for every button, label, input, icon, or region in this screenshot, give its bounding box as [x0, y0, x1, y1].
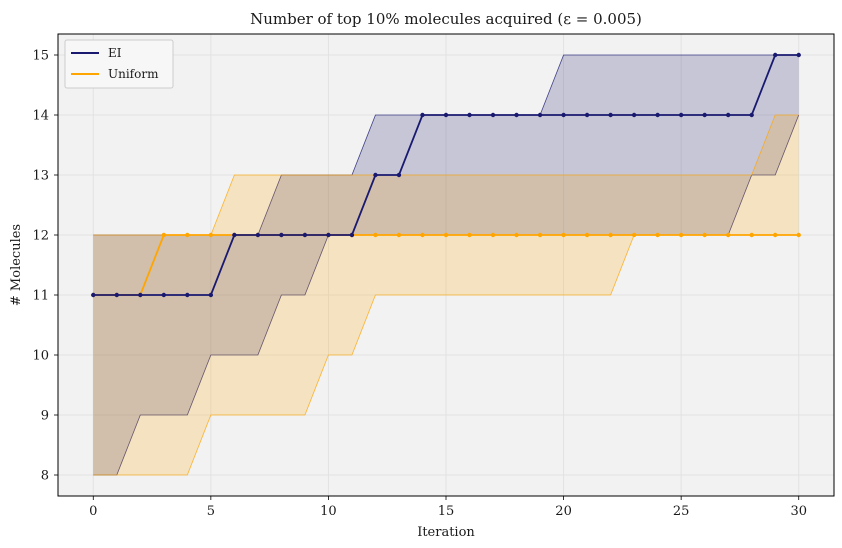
- uniform-point: [490, 232, 496, 238]
- x-tick-label: 30: [790, 504, 807, 519]
- ei-point: [326, 232, 331, 238]
- uniform-point: [420, 232, 425, 238]
- ei-point: [255, 232, 261, 238]
- y-tick-label: 8: [41, 469, 49, 484]
- y-tick-label: 11: [32, 289, 49, 304]
- legend-ei-label: EI: [108, 46, 122, 60]
- ei-point: [279, 232, 284, 238]
- ei-point: [91, 292, 96, 298]
- ei-point: [514, 112, 519, 118]
- ei-point: [561, 112, 566, 118]
- ei-point: [702, 112, 707, 118]
- uniform-point: [749, 232, 754, 238]
- uniform-point: [396, 232, 402, 238]
- x-tick-label: 5: [207, 504, 215, 519]
- ei-band: [93, 55, 799, 475]
- y-tick-label: 12: [32, 229, 49, 244]
- ei-point: [185, 292, 190, 298]
- y-tick-label: 10: [32, 349, 49, 364]
- uniform-point: [584, 232, 590, 238]
- uniform-point: [561, 232, 566, 238]
- ei-point: [467, 112, 472, 118]
- ei-point: [208, 292, 214, 298]
- uniform-point: [702, 232, 707, 238]
- ei-point: [443, 112, 449, 118]
- ei-point: [749, 112, 754, 118]
- y-axis-label: # Molecules: [9, 224, 24, 306]
- x-tick-label: 10: [320, 504, 337, 519]
- ei-point: [302, 232, 308, 238]
- uniform-point: [725, 232, 731, 238]
- x-tick-label: 15: [438, 504, 455, 519]
- ei-point: [584, 112, 590, 118]
- uniform-point: [537, 232, 543, 238]
- legend: EI Uniform: [64, 39, 174, 89]
- series-lines: [91, 52, 801, 298]
- uniform-point: [161, 232, 167, 238]
- uniform-point: [373, 232, 378, 238]
- ei-point: [537, 112, 543, 118]
- uniform-point: [678, 232, 684, 238]
- ei-point: [396, 172, 402, 178]
- uniform-point: [208, 232, 214, 238]
- y-tick-label: 9: [41, 409, 49, 424]
- uniform-point: [655, 232, 660, 238]
- y-tick-label: 14: [32, 109, 49, 124]
- ei-point: [349, 232, 355, 238]
- uniform-point: [467, 232, 472, 238]
- ei-point: [725, 112, 731, 118]
- x-tick-label: 25: [673, 504, 690, 519]
- y-tick-label: 13: [32, 169, 49, 184]
- ei-point: [232, 232, 237, 238]
- uniform-point: [443, 232, 449, 238]
- ei-point: [796, 52, 801, 58]
- ei-point: [608, 112, 613, 118]
- ei-point: [138, 292, 143, 298]
- uniform-point: [773, 232, 778, 238]
- legend-uniform-label: Uniform: [108, 67, 159, 81]
- x-axis-label: Iteration: [417, 525, 475, 540]
- ei-point: [773, 52, 778, 58]
- ei-point: [655, 112, 660, 118]
- ei-point: [373, 172, 378, 178]
- ei-point: [161, 292, 167, 298]
- chart-title: Number of top 10% molecules acquired (ε …: [250, 10, 642, 28]
- uniform-point: [796, 232, 801, 238]
- x-tick-label: 0: [89, 504, 97, 519]
- axes: 0 5 10 15 20 25 30 8 9 10 11 12 13 14 15: [32, 33, 835, 519]
- ei-point: [490, 112, 496, 118]
- uniform-point: [185, 232, 190, 238]
- ei-point: [631, 112, 637, 118]
- ei-point: [114, 292, 119, 298]
- uniform-point: [514, 232, 519, 238]
- y-tick-label: 15: [32, 49, 49, 64]
- uniform-point: [608, 232, 613, 238]
- plot-frame: [57, 33, 835, 497]
- x-tick-label: 20: [555, 504, 572, 519]
- uniform-point: [631, 232, 637, 238]
- ei-point: [420, 112, 425, 118]
- ei-point: [678, 112, 684, 118]
